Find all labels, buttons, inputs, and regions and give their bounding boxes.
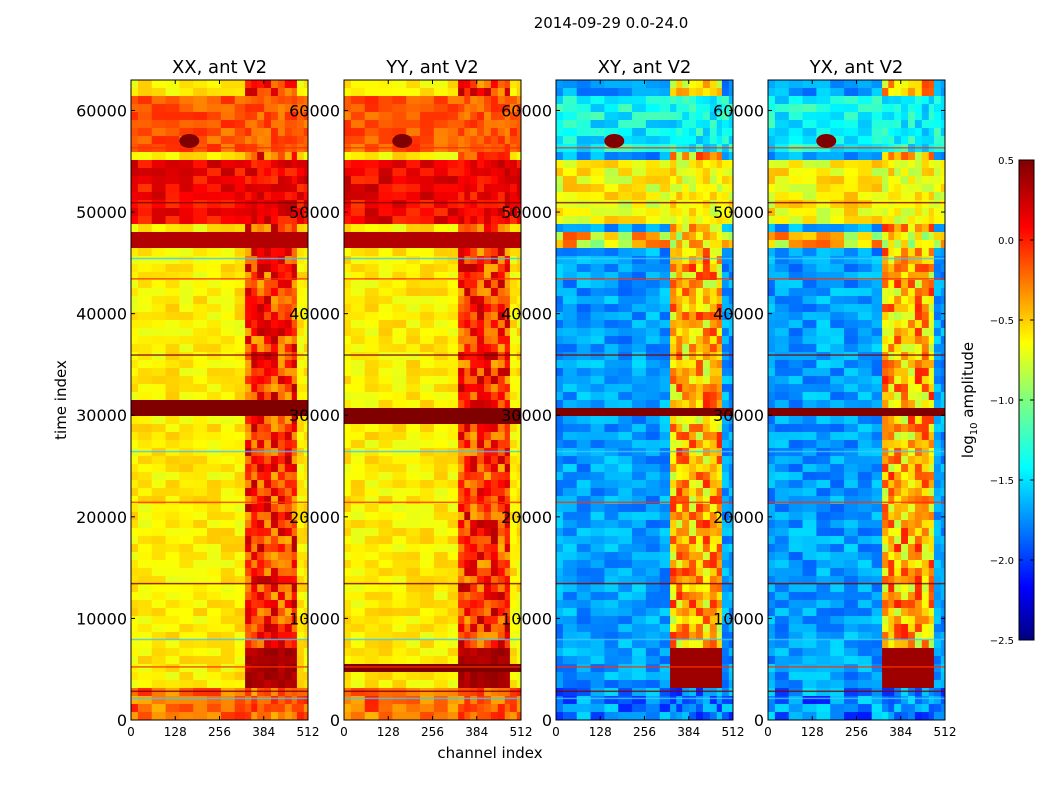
x-tick-label: 128 [801, 725, 824, 739]
panel-xx: XX, ant V2 0 128 256 384 512 0 10000 20000 30000 4… [76, 57, 319, 739]
colorbar-tick-label: −0.5 [990, 316, 1014, 327]
y-tick-label: 0 [117, 711, 127, 730]
x-tick-label: 256 [845, 725, 868, 739]
y-tick-label: 20000 [76, 508, 127, 527]
y-tick-label: 50000 [76, 203, 127, 222]
x-tick-label: 512 [934, 725, 957, 739]
x-tick-label: 128 [377, 725, 400, 739]
panel-title: XY, ant V2 [598, 57, 692, 78]
y-tick-label: 10000 [289, 609, 340, 628]
panel-yx: YX, ant V2 0 128 256 384 512 0 10000 20000 30000 4… [713, 57, 956, 739]
y-tick-label: 0 [754, 711, 764, 730]
y-tick-label: 20000 [289, 508, 340, 527]
x-tick-label: 128 [164, 725, 187, 739]
colorbar: 0.5 0.0 −0.5 −1.0 −1.5 −2.0 −2.5 log10 amplitu… [959, 156, 1035, 647]
figure-title: 2014-09-29 0.0-24.0 [534, 14, 689, 32]
y-tick-label: 60000 [289, 101, 340, 120]
y-tick-label: 60000 [713, 101, 764, 120]
y-tick-label: 30000 [289, 406, 340, 425]
panel-xy: XY, ant V2 0 128 256 384 512 0 10000 20000 30000 4… [501, 57, 744, 739]
x-tick-label: 0 [340, 725, 348, 739]
x-tick-label: 0 [552, 725, 560, 739]
y-tick-label: 60000 [501, 101, 552, 120]
y-tick-label: 0 [542, 711, 552, 730]
colorbar-ticks: 0.5 0.0 −0.5 −1.0 −1.5 −2.0 −2.5 [990, 156, 1034, 647]
y-tick-label: 30000 [501, 406, 552, 425]
y-tick-label: 10000 [76, 609, 127, 628]
x-tick-label: 512 [722, 725, 745, 739]
y-tick-label: 30000 [713, 406, 764, 425]
y-tick-label: 40000 [501, 305, 552, 324]
panel-title: YX, ant V2 [809, 57, 904, 78]
y-tick-label: 10000 [501, 609, 552, 628]
x-axis-label: channel index [437, 744, 542, 762]
y-tick-label: 20000 [713, 508, 764, 527]
colorbar-tick-label: −1.5 [990, 476, 1014, 487]
heatmap-image [344, 80, 521, 720]
panel-title: YY, ant V2 [385, 57, 478, 78]
x-tick-label: 384 [252, 725, 275, 739]
panel-title: XX, ant V2 [172, 57, 267, 78]
y-tick-label: 60000 [76, 101, 127, 120]
x-tick-label: 256 [421, 725, 444, 739]
colorbar-tick-label: −2.0 [990, 556, 1014, 567]
y-tick-label: 0 [330, 711, 340, 730]
x-tick-label: 384 [465, 725, 488, 739]
colorbar-label: log10 amplitude [959, 342, 980, 458]
x-tick-label: 512 [297, 725, 320, 739]
x-tick-label: 384 [677, 725, 700, 739]
x-tick-label: 0 [764, 725, 772, 739]
heatmap-image [131, 80, 308, 720]
x-tick-label: 256 [633, 725, 656, 739]
y-tick-label: 40000 [289, 305, 340, 324]
y-tick-label: 50000 [713, 203, 764, 222]
y-tick-label: 40000 [76, 305, 127, 324]
y-tick-label: 50000 [289, 203, 340, 222]
x-tick-label: 0 [127, 725, 135, 739]
y-tick-label: 10000 [713, 609, 764, 628]
colorbar-tick-label: −1.0 [990, 396, 1014, 407]
x-tick-label: 256 [208, 725, 231, 739]
colorbar-tick-label: 0.0 [998, 236, 1014, 247]
y-tick-label: 50000 [501, 203, 552, 222]
y-axis-label: time index [52, 360, 70, 440]
y-tick-label: 30000 [76, 406, 127, 425]
y-tick-label: 40000 [713, 305, 764, 324]
colorbar-tick-label: −2.5 [990, 636, 1014, 647]
x-tick-label: 512 [510, 725, 533, 739]
heatmap-image [768, 80, 945, 720]
y-tick-label: 20000 [501, 508, 552, 527]
x-tick-label: 128 [589, 725, 612, 739]
x-tick-label: 384 [889, 725, 912, 739]
panel-yy: YY, ant V2 0 128 256 384 512 0 10000 20000 30000 4… [289, 57, 532, 739]
heatmap-image [556, 80, 733, 720]
colorbar-tick-label: 0.5 [998, 156, 1014, 167]
